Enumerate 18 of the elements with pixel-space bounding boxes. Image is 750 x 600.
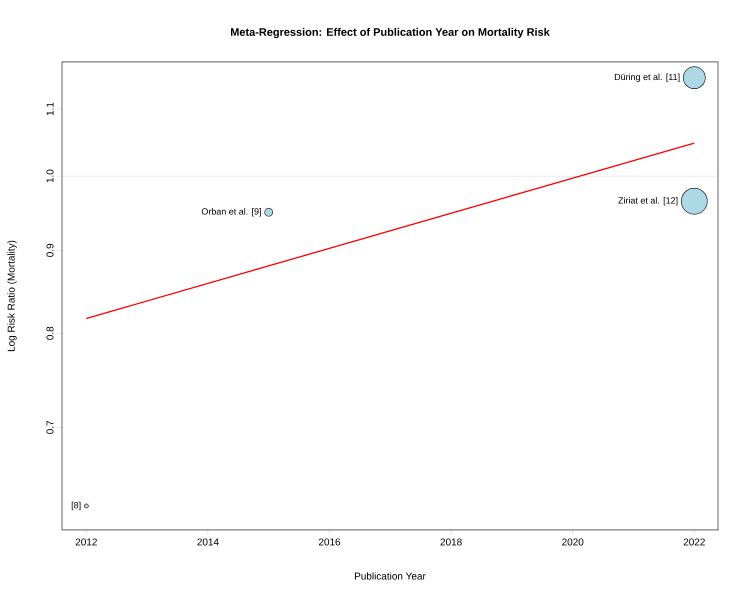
x-tick-label: 2022 bbox=[684, 538, 705, 546]
annotation: Orban et al. [9] bbox=[202, 208, 261, 216]
x-tick-label: 2018 bbox=[440, 538, 462, 546]
x-tick-label: 2016 bbox=[318, 538, 340, 546]
y-tick-label: 0.8 bbox=[46, 326, 54, 340]
chart-title: Meta-Regression: Effect of Publication Year on Mortality Risk bbox=[230, 28, 550, 38]
y-axis-title: Log Risk Ratio (Mortality) bbox=[7, 240, 17, 352]
x-tick-label: 2012 bbox=[76, 538, 97, 546]
annotation: [8] bbox=[72, 502, 80, 510]
y-tick-label: 0.9 bbox=[46, 244, 54, 257]
y-tick-label: 1.0 bbox=[46, 170, 54, 182]
y-tick-label: 1.1 bbox=[46, 102, 54, 116]
y-tick-label: 0.7 bbox=[46, 420, 54, 434]
x-axis-title: Publication Year bbox=[355, 572, 426, 580]
x-tick-label: 2020 bbox=[562, 538, 584, 546]
annotation: Düring et al. [11] bbox=[614, 74, 680, 82]
annotation: Ziriat et al. [12] bbox=[618, 197, 678, 206]
x-tick-label: 2014 bbox=[197, 538, 219, 546]
